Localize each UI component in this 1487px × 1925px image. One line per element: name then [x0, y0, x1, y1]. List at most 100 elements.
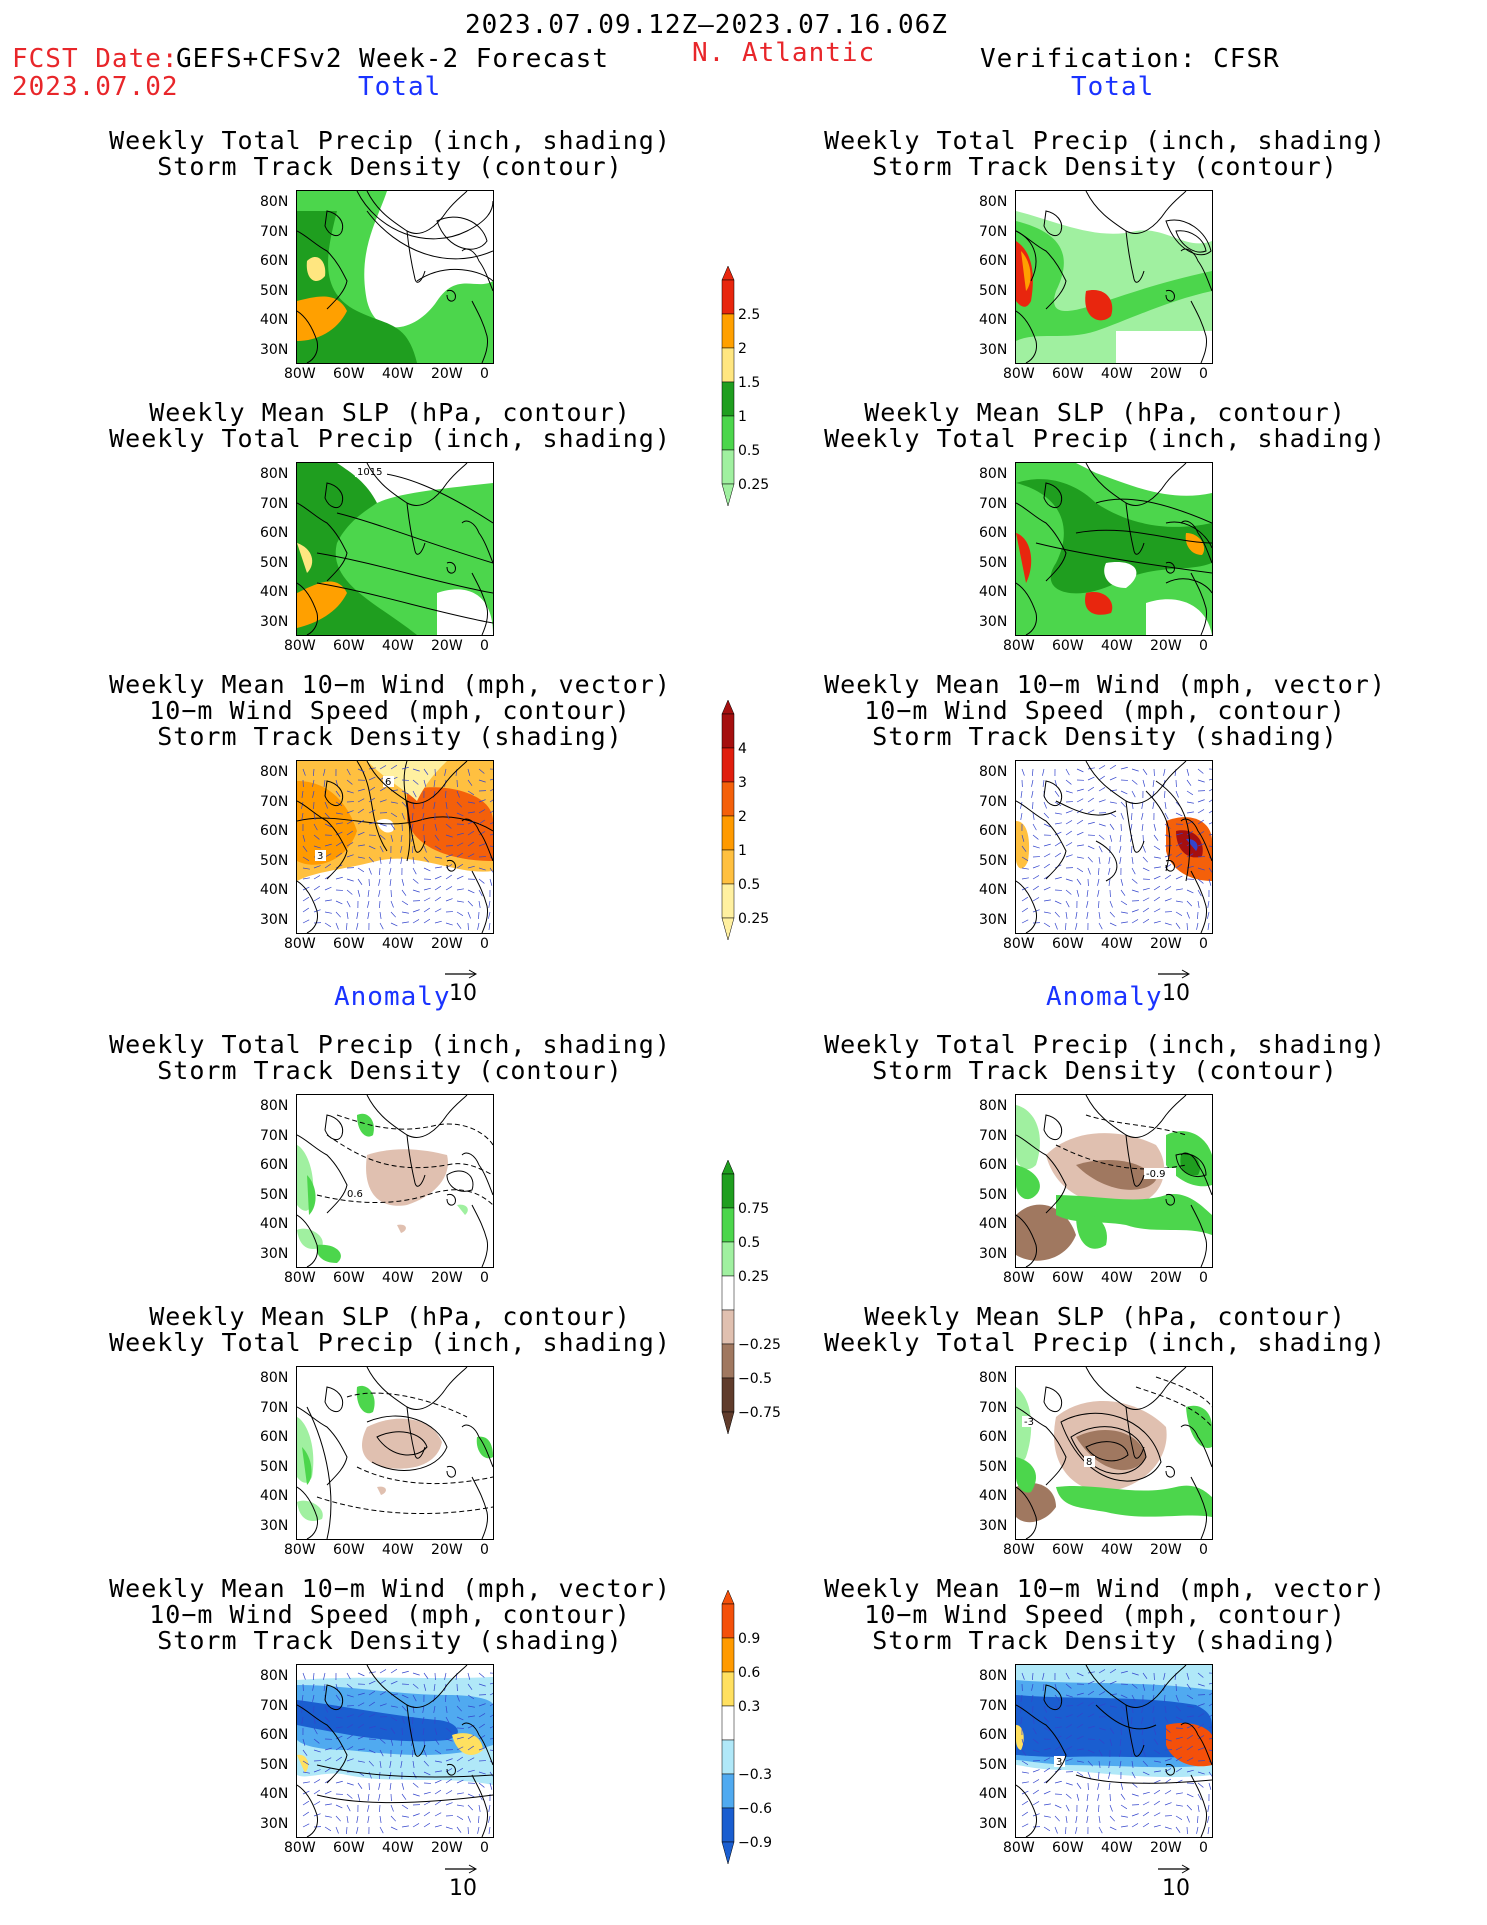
region-title: N. Atlantic	[692, 38, 876, 68]
lat-tick-label: 70N	[260, 223, 289, 240]
lon-tick-label: 40W	[382, 1542, 414, 1558]
colorbar-label: 0.5	[738, 877, 760, 893]
colorbar-label: 0.25	[738, 1269, 769, 1285]
lon-tick-label: 0	[1199, 936, 1208, 952]
vector-ref-label: 10	[1162, 981, 1190, 1006]
lat-tick-label: 50N	[260, 282, 289, 299]
title-line: 10−m Wind Speed (mph, contour)	[149, 1600, 631, 1629]
lat-tick-label: 40N	[979, 1216, 1008, 1232]
lat-tick-label: 40N	[260, 584, 289, 600]
wind-anom-fcst-map	[296, 1664, 494, 1838]
lat-tick-label: 70N	[979, 223, 1008, 240]
colorbar-label: −0.5	[738, 1371, 772, 1387]
fcst-date: 2023.07.02	[12, 72, 179, 102]
wind-anom-verif-map: 3	[1015, 1664, 1213, 1838]
wind-total-verif-map	[1015, 760, 1213, 934]
title-line: Weekly Total Precip (inch, shading)	[824, 1030, 1386, 1059]
slp-total-fcst-map: 1015	[296, 462, 494, 636]
colorbar-precip-anom: 0.75 0.5 0.25 −0.25 −0.5 −0.75	[712, 1159, 782, 1454]
lat-tick-label: 60N	[979, 1157, 1008, 1173]
title-line: Weekly Mean 10−m Wind (mph, vector)	[109, 670, 671, 699]
lat-tick-label: 50N	[260, 1756, 289, 1773]
lat-tick-label: 30N	[979, 1245, 1008, 1262]
title-line: Weekly Total Precip (inch, shading)	[109, 126, 671, 155]
slp-total-verif-title: Weekly Mean SLP (hPa, contour) Weekly Tot…	[805, 400, 1405, 452]
lat-tick-label: 80N	[979, 1668, 1008, 1684]
lon-tick-label: 40W	[1101, 366, 1133, 382]
lon-tick-label: 60W	[1052, 1840, 1084, 1856]
slp-total-verif-map	[1015, 462, 1213, 636]
lon-tick-label: 40W	[1101, 936, 1133, 952]
lon-tick-label: 80W	[284, 1270, 316, 1286]
svg-text:8: 8	[1086, 1457, 1092, 1468]
colorbar-label: 0.75	[738, 1201, 769, 1217]
lon-tick-label: 60W	[333, 936, 365, 952]
lat-tick-label: 80N	[979, 1370, 1008, 1386]
lat-tick-label: 80N	[979, 466, 1008, 482]
lat-tick-label: 40N	[979, 312, 1008, 328]
lon-tick-label: 80W	[1003, 366, 1035, 382]
lat-tick-label: 60N	[979, 1429, 1008, 1445]
lon-tick-label: 40W	[382, 1270, 414, 1286]
precip-anom-verif-title: Weekly Total Precip (inch, shading) Storm…	[805, 1032, 1405, 1084]
slp-anom-fcst-title: Weekly Mean SLP (hPa, contour) Weekly Tot…	[90, 1304, 690, 1356]
lat-tick-label: 70N	[260, 793, 289, 810]
lat-tick-label: 70N	[260, 1697, 289, 1714]
section-anomaly-left: Anomaly	[334, 982, 451, 1012]
colorbar-label: 0.25	[738, 911, 769, 927]
lat-tick-label: 30N	[260, 341, 289, 358]
lon-tick-label: 20W	[431, 638, 463, 654]
title-line: Storm Track Density (contour)	[157, 152, 623, 181]
title-line: Weekly Mean 10−m Wind (mph, vector)	[824, 670, 1386, 699]
vector-ref-label: 10	[449, 1876, 477, 1901]
precip-total-verif-title: Weekly Total Precip (inch, shading) Storm…	[805, 128, 1405, 180]
lon-tick-label: 0	[480, 1542, 489, 1558]
title-line: Storm Track Density (shading)	[157, 1626, 623, 1655]
lon-tick-label: 20W	[1150, 936, 1182, 952]
wind-anom-fcst-title: Weekly Mean 10−m Wind (mph, vector) 10−m …	[90, 1576, 690, 1654]
lon-tick-label: 60W	[1052, 366, 1084, 382]
lon-tick-label: 80W	[1003, 1840, 1035, 1856]
svg-text:1015: 1015	[357, 467, 382, 478]
lat-tick-label: 80N	[979, 194, 1008, 210]
title-line: Storm Track Density (contour)	[157, 1056, 623, 1085]
period-title: 2023.07.09.12Z–2023.07.16.06Z	[465, 10, 948, 40]
colorbar-label: 0.5	[738, 1235, 760, 1251]
lat-tick-label: 70N	[979, 1127, 1008, 1144]
lat-tick-label: 50N	[979, 282, 1008, 299]
vector-ref-anom-right: 10	[1158, 1855, 1192, 1901]
lon-tick-label: 20W	[431, 366, 463, 382]
lon-tick-label: 80W	[284, 1840, 316, 1856]
lat-tick-label: 80N	[260, 764, 289, 780]
lon-tick-label: 20W	[1150, 1840, 1182, 1856]
lon-tick-label: 40W	[1101, 1542, 1133, 1558]
title-line: Weekly Total Precip (inch, shading)	[824, 1328, 1386, 1357]
precip-total-verif-map	[1015, 190, 1213, 364]
lat-tick-label: 70N	[260, 1127, 289, 1144]
colorbar-label: −0.75	[738, 1405, 781, 1421]
lat-tick-label: 50N	[260, 852, 289, 869]
colorbar-label: −0.3	[738, 1767, 772, 1783]
lat-tick-label: 80N	[979, 764, 1008, 780]
title-line: Storm Track Density (shading)	[157, 722, 623, 751]
lat-tick-label: 50N	[979, 554, 1008, 571]
lat-tick-label: 70N	[979, 495, 1008, 512]
lat-tick-label: 50N	[260, 554, 289, 571]
lon-tick-label: 60W	[333, 1542, 365, 1558]
lon-tick-label: 0	[1199, 1542, 1208, 1558]
lon-tick-label: 0	[480, 638, 489, 654]
lat-tick-label: 40N	[260, 1488, 289, 1504]
vector-ref-anom-left: 10	[445, 1855, 479, 1901]
vector-ref-total-left: 10	[445, 960, 479, 1006]
lon-tick-label: 80W	[1003, 1270, 1035, 1286]
slp-total-fcst-title: Weekly Mean SLP (hPa, contour) Weekly Tot…	[90, 400, 690, 452]
lon-tick-label: 0	[480, 1270, 489, 1286]
title-line: 10−m Wind Speed (mph, contour)	[864, 1600, 1346, 1629]
lat-tick-label: 70N	[260, 1399, 289, 1416]
lat-tick-label: 80N	[260, 466, 289, 482]
section-total-right: Total	[1071, 72, 1155, 102]
title-line: Weekly Mean 10−m Wind (mph, vector)	[824, 1574, 1386, 1603]
vector-ref-total-right: 10	[1158, 960, 1192, 1006]
lat-tick-label: 80N	[979, 1098, 1008, 1114]
lon-tick-label: 20W	[1150, 1542, 1182, 1558]
